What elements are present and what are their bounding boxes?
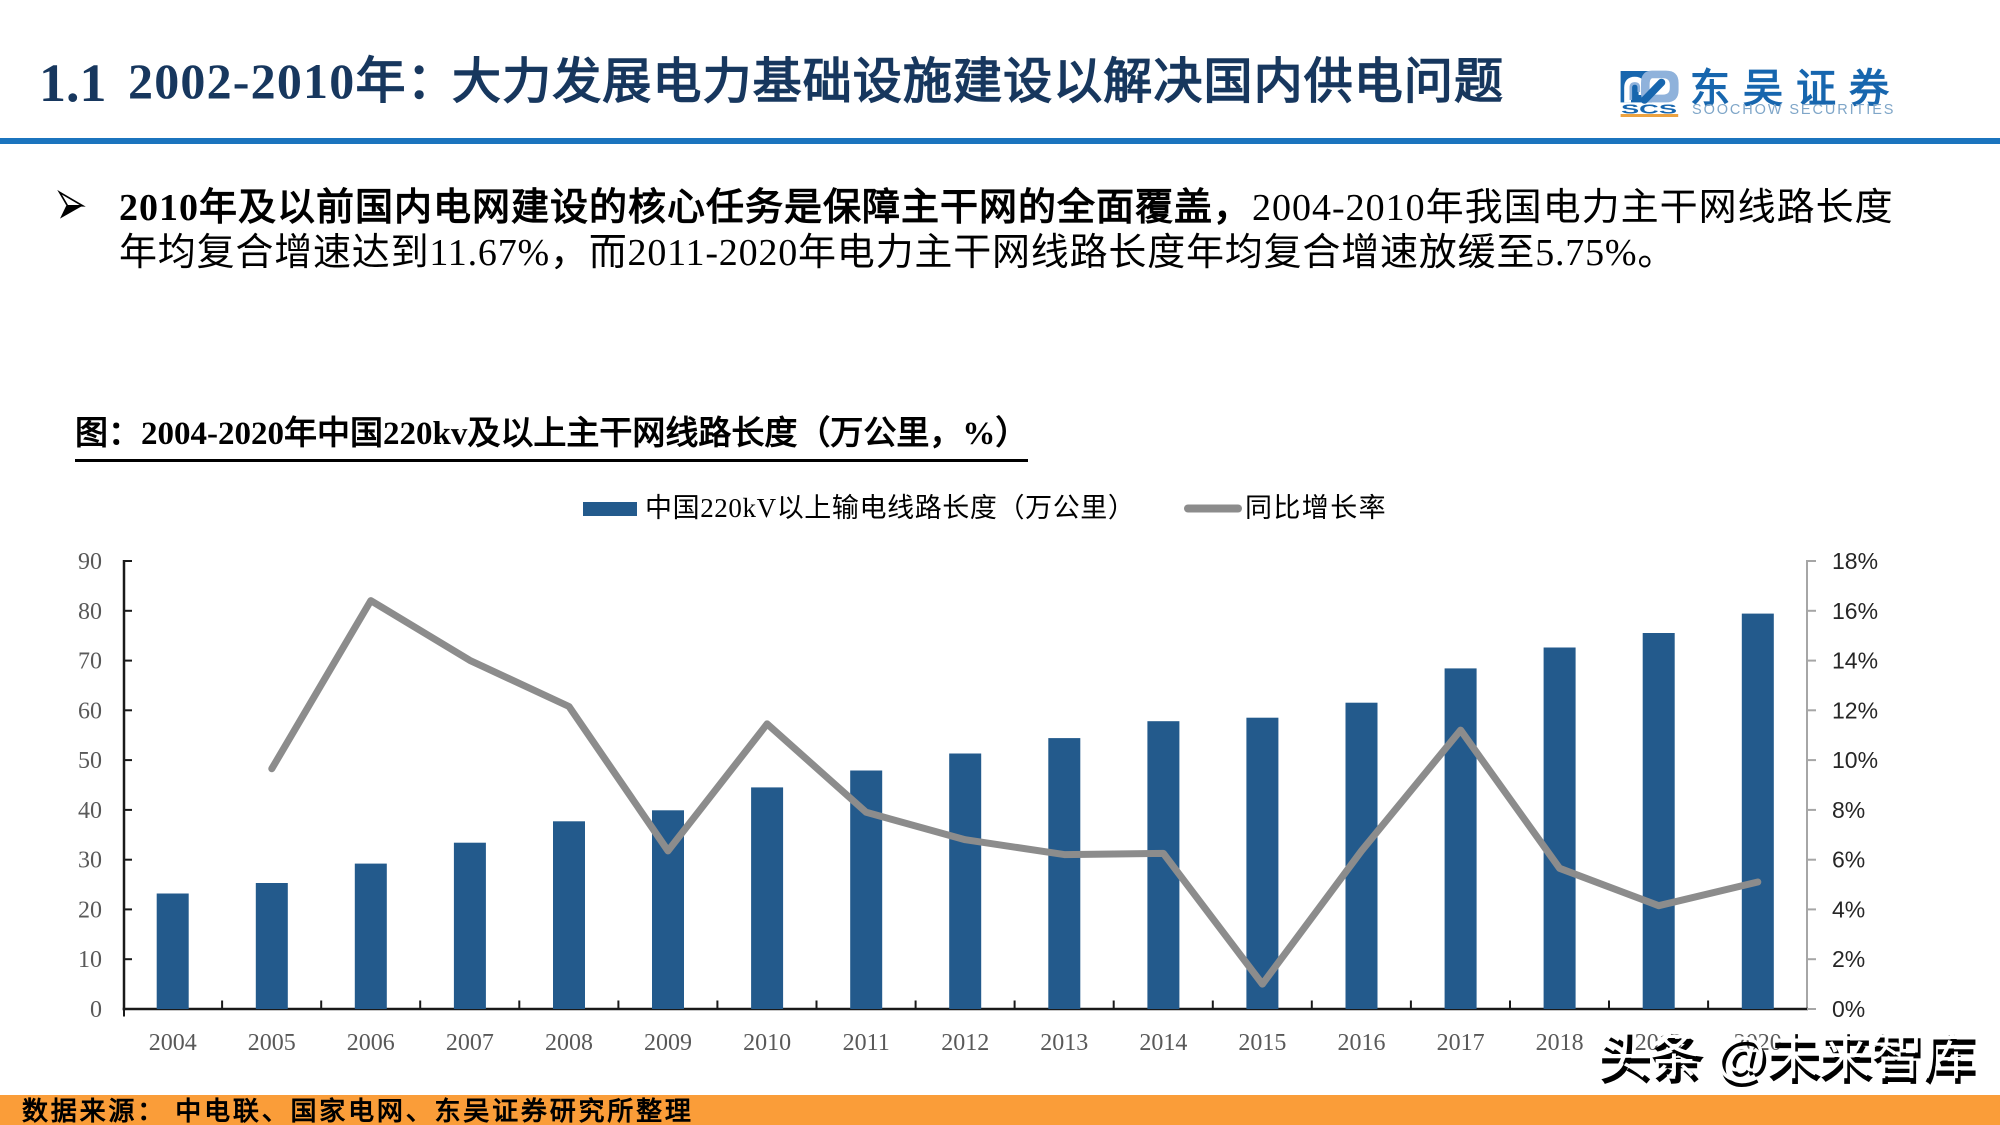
svg-text:14%: 14%: [1832, 648, 1878, 674]
svg-text:2006: 2006: [347, 1030, 395, 1056]
svg-text:10%: 10%: [1832, 747, 1878, 773]
svg-text:6%: 6%: [1832, 847, 1865, 873]
svg-text:16%: 16%: [1832, 598, 1878, 624]
svg-text:4%: 4%: [1832, 896, 1865, 922]
svg-text:70: 70: [78, 649, 102, 675]
svg-text:2015: 2015: [1238, 1030, 1286, 1056]
svg-text:SCS: SCS: [1621, 102, 1678, 117]
svg-text:2005: 2005: [248, 1030, 296, 1056]
svg-text:2012: 2012: [941, 1030, 989, 1056]
svg-text:2008: 2008: [545, 1030, 593, 1056]
svg-text:12%: 12%: [1832, 697, 1878, 723]
svg-text:2013: 2013: [1040, 1030, 1088, 1056]
svg-text:0: 0: [90, 997, 102, 1023]
svg-text:18%: 18%: [1832, 548, 1878, 574]
svg-text:2016: 2016: [1338, 1030, 1386, 1056]
svg-text:2020: 2020: [1734, 1030, 1782, 1056]
svg-text:2%: 2%: [1832, 946, 1865, 972]
svg-text:40: 40: [78, 798, 102, 824]
svg-text:2017: 2017: [1437, 1030, 1485, 1056]
svg-text:8%: 8%: [1832, 797, 1865, 823]
svg-text:2010: 2010: [743, 1030, 791, 1056]
svg-text:2014: 2014: [1139, 1030, 1187, 1056]
svg-text:0%: 0%: [1832, 996, 1865, 1022]
svg-text:2018: 2018: [1536, 1030, 1584, 1056]
svg-text:60: 60: [78, 698, 102, 724]
svg-text:2009: 2009: [644, 1030, 692, 1056]
svg-text:90: 90: [78, 549, 102, 575]
svg-text:2019: 2019: [1635, 1030, 1683, 1056]
svg-text:10: 10: [78, 947, 102, 973]
svg-text:30: 30: [78, 848, 102, 874]
svg-text:2007: 2007: [446, 1030, 494, 1056]
svg-text:2011: 2011: [843, 1030, 890, 1056]
svg-text:20: 20: [78, 897, 102, 923]
svg-text:80: 80: [78, 599, 102, 625]
svg-text:2004: 2004: [149, 1030, 197, 1056]
svg-text:50: 50: [78, 748, 102, 774]
